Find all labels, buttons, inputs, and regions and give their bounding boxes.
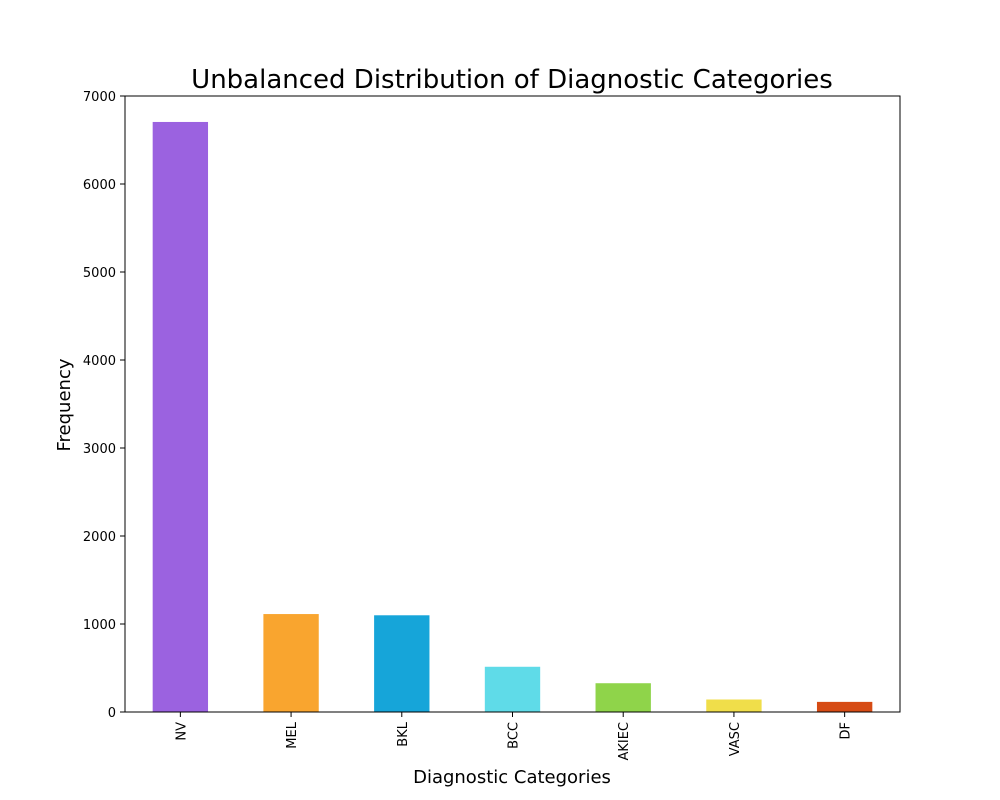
y-axis-ticks: 0 1000 2000 3000 4000 5000 6000 7000 — [83, 90, 125, 721]
x-tick-label: NV — [174, 722, 189, 741]
x-axis-label: Diagnostic Categories — [413, 767, 611, 788]
x-axis-ticks: NV MEL BKL BCC AKIEC VASC DF — [174, 712, 854, 761]
plot-frame — [124, 95, 901, 713]
bar-vasc — [706, 699, 762, 712]
x-tick-label: MEL — [285, 721, 300, 748]
bar-bkl — [374, 615, 430, 712]
y-tick-label: 6000 — [83, 178, 116, 193]
bar-mel — [263, 614, 319, 712]
bar-akiec — [595, 683, 651, 712]
bars-group — [152, 121, 873, 712]
y-tick-label: 7000 — [83, 90, 116, 105]
x-tick-label: AKIEC — [617, 722, 632, 761]
x-tick-label: VASC — [728, 722, 743, 756]
y-tick-label: 5000 — [83, 266, 116, 281]
y-axis-label: Frequency — [54, 358, 75, 451]
x-tick-label: BKL — [396, 721, 411, 746]
y-tick-label: 1000 — [83, 618, 116, 633]
x-tick-label: BCC — [507, 722, 522, 749]
bar-nv — [152, 121, 209, 712]
y-tick-label: 0 — [108, 706, 116, 721]
bar-bcc — [484, 666, 541, 712]
bar-df — [816, 701, 873, 712]
y-tick-label: 2000 — [83, 530, 116, 545]
x-tick-label: DF — [839, 722, 854, 740]
chart-title: Unbalanced Distribution of Diagnostic Ca… — [191, 65, 833, 95]
y-tick-label: 4000 — [83, 354, 116, 369]
y-tick-label: 3000 — [83, 442, 116, 457]
